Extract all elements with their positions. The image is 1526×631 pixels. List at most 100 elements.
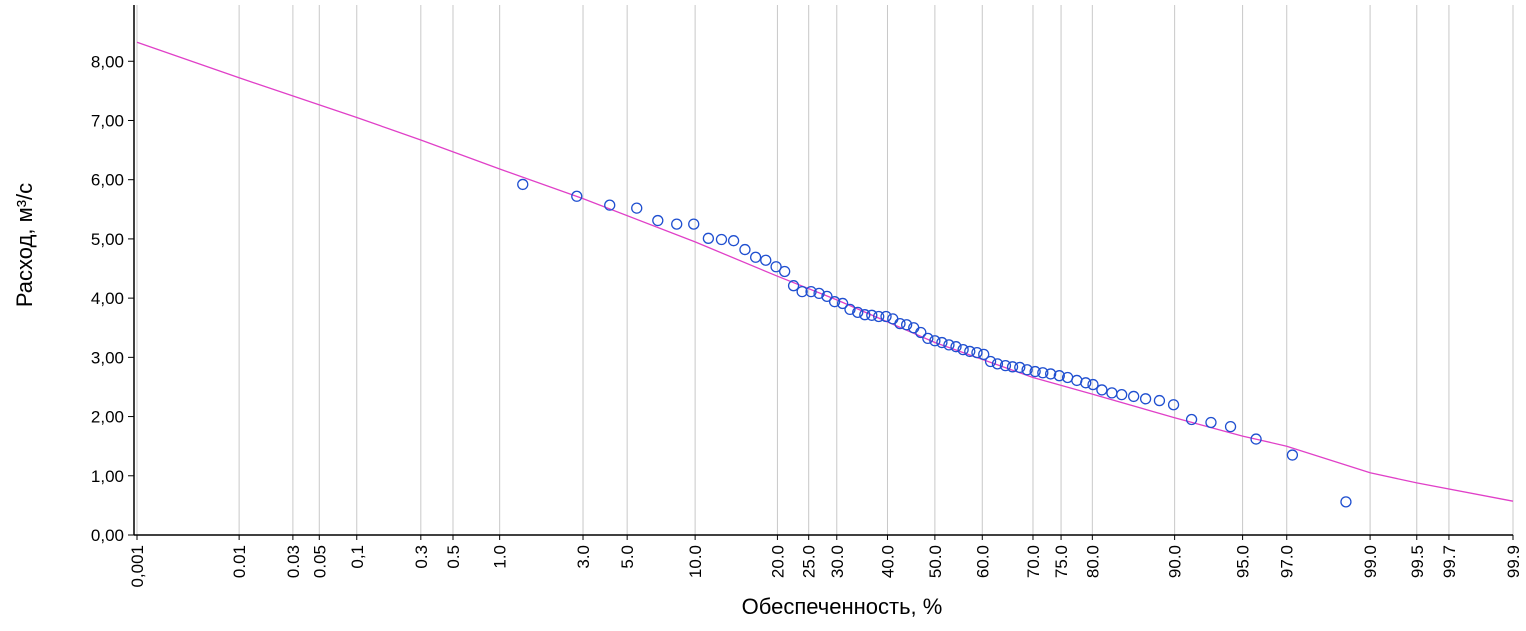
x-tick-label: 60.0	[973, 545, 992, 578]
data-point	[821, 290, 833, 303]
x-tick-label: 90.0	[1166, 545, 1185, 578]
y-tick-label: 2,00	[91, 408, 124, 427]
data-point	[991, 358, 1004, 370]
data-point	[1205, 416, 1217, 429]
data-point	[1340, 496, 1352, 508]
x-tick-label: 75.0	[1052, 545, 1071, 578]
data-point	[957, 343, 969, 356]
data-point	[1021, 364, 1033, 376]
x-tick-label: 10.0	[686, 545, 705, 578]
data-point	[999, 359, 1012, 372]
x-tick-label: 20.0	[768, 545, 787, 578]
x-tick-label: 0.03	[284, 545, 303, 578]
data-point	[887, 313, 899, 325]
data-point	[770, 261, 782, 273]
data-point	[1006, 361, 1019, 373]
data-point	[836, 297, 849, 310]
y-tick-label: 5,00	[91, 230, 124, 249]
x-tick-label: 0,001	[128, 545, 147, 588]
data-point	[517, 178, 529, 191]
y-tick-label: 1,00	[91, 467, 124, 486]
data-point	[1128, 390, 1140, 403]
fit-curve	[136, 41, 1514, 502]
data-point	[873, 310, 885, 323]
data-point	[760, 254, 772, 266]
data-point	[852, 306, 864, 318]
data-point	[1096, 384, 1108, 396]
x-tick-label: 99.7	[1440, 545, 1459, 578]
data-point	[631, 202, 643, 214]
data-point	[1080, 377, 1092, 389]
data-point	[1167, 399, 1180, 411]
y-tick-label: 0,00	[91, 526, 124, 545]
y-axis-label: Расход, м³/с	[12, 183, 37, 307]
data-point	[702, 232, 715, 244]
data-point	[859, 309, 871, 321]
data-point	[971, 346, 983, 359]
data-point	[943, 339, 955, 351]
data-point	[1029, 365, 1041, 378]
data-point	[984, 355, 997, 368]
data-point	[900, 319, 913, 331]
x-tick-label: 25.0	[800, 545, 819, 578]
data-point	[1053, 370, 1065, 382]
x-tick-label: 40.0	[878, 545, 897, 578]
data-point	[787, 280, 800, 292]
data-point	[796, 285, 808, 298]
data-point	[671, 218, 683, 230]
data-point	[779, 265, 791, 278]
x-tick-label: 99.5	[1408, 545, 1427, 578]
data-point	[1045, 368, 1057, 380]
x-tick-label: 95.0	[1234, 545, 1253, 578]
y-tick-label: 6,00	[91, 171, 124, 190]
x-tick-label: 99.0	[1361, 545, 1380, 578]
y-tick-label: 3,00	[91, 348, 124, 367]
data-point	[571, 190, 583, 202]
data-point	[844, 303, 856, 316]
data-point	[805, 285, 817, 298]
data-point	[978, 348, 990, 361]
data-point	[739, 243, 751, 256]
data-point	[1153, 394, 1166, 407]
data-point	[1250, 433, 1262, 445]
data-point	[1106, 387, 1118, 399]
data-point	[715, 233, 728, 246]
x-tick-label: 3.0	[574, 545, 593, 569]
data-point	[1224, 420, 1237, 433]
y-tick-label: 4,00	[91, 289, 124, 308]
x-tick-label: 0.3	[412, 545, 431, 569]
y-tick-label: 8,00	[91, 52, 124, 71]
data-point	[1087, 378, 1099, 391]
x-tick-label: 99.9	[1504, 545, 1523, 578]
data-point	[727, 235, 740, 247]
x-axis-label: Обеспеченность, %	[742, 594, 943, 619]
data-point	[1185, 413, 1198, 426]
data-point	[915, 326, 927, 339]
x-tick-label: 80.0	[1083, 545, 1102, 578]
y-tick-label: 7,00	[91, 111, 124, 130]
data-point	[950, 341, 962, 353]
data-point	[688, 218, 700, 230]
data-point	[652, 214, 664, 227]
data-point	[1014, 361, 1026, 374]
data-point	[964, 345, 976, 358]
data-point	[866, 309, 878, 321]
data-point	[929, 335, 941, 347]
data-point	[936, 336, 948, 349]
data-point	[922, 332, 934, 345]
x-tick-label: 50.0	[926, 545, 945, 578]
data-point	[880, 310, 892, 323]
data-point	[813, 287, 825, 300]
data-point	[1286, 449, 1299, 461]
data-point	[1037, 367, 1049, 379]
x-tick-label: 97.0	[1278, 545, 1297, 578]
x-tick-label: 0.05	[310, 545, 329, 578]
data-point	[1139, 393, 1152, 405]
data-point	[828, 296, 841, 308]
x-tick-label: 1.0	[491, 545, 510, 569]
x-tick-label: 0.01	[230, 545, 249, 578]
data-point	[1116, 389, 1128, 401]
x-tick-label: 70.0	[1024, 545, 1043, 578]
data-point	[894, 317, 906, 330]
